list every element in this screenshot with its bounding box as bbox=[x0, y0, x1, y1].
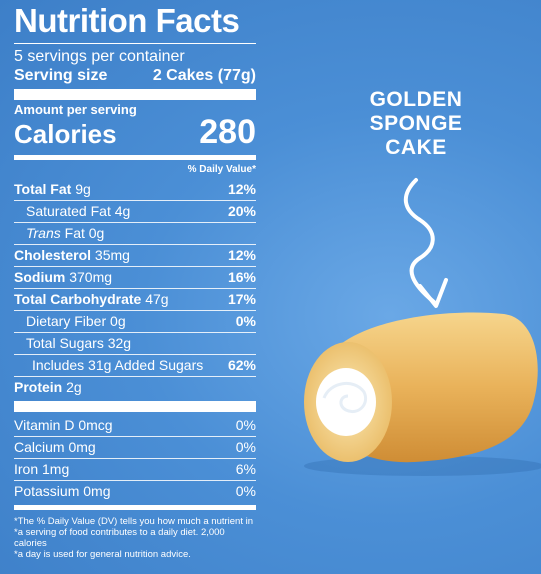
servings-per-container: 5 servings per container bbox=[14, 48, 185, 65]
calories-value: 280 bbox=[199, 113, 256, 151]
vitamin-row-potassium: Potassium 0mg 0% bbox=[14, 480, 256, 502]
golden-sponge-cake-callout: GOLDEN SPONGE CAKE bbox=[369, 88, 463, 159]
serving-size-label: Serving size bbox=[14, 67, 108, 84]
serving-size-value: 2 Cakes (77g) bbox=[152, 67, 256, 84]
divider bbox=[14, 43, 256, 44]
calories-label: Calories bbox=[14, 119, 117, 149]
nutrient-row-cholesterol: Cholesterol 35mg 12% bbox=[14, 244, 256, 266]
nutrient-row-saturated-fat: Saturated Fat 4g 20% bbox=[14, 200, 256, 222]
daily-value-header: % Daily Value* bbox=[187, 164, 256, 175]
nutrient-row-added-sugars: Includes 31g Added Sugars 62% bbox=[14, 354, 256, 376]
label-title: Nutrition Facts bbox=[14, 2, 240, 39]
divider-mid bbox=[14, 505, 256, 510]
divider-thick bbox=[14, 401, 256, 412]
nutrient-row-trans-fat: Trans Fat 0g bbox=[14, 222, 256, 244]
vitamin-row-iron: Iron 1mg 6% bbox=[14, 458, 256, 480]
nutrient-row-dietary-fiber: Dietary Fiber 0g 0% bbox=[14, 310, 256, 332]
serving-size-row: Serving size 2 Cakes (77g) bbox=[14, 66, 256, 86]
divider-thick bbox=[14, 89, 256, 100]
divider-mid bbox=[14, 155, 256, 160]
calories-row: Calories 280 bbox=[14, 113, 256, 152]
nutrient-row-sodium: Sodium 370mg 16% bbox=[14, 266, 256, 288]
squiggle-down-arrow-icon bbox=[404, 178, 448, 308]
sponge-cake-illustration bbox=[304, 312, 541, 476]
nutrient-row-total-carbohydrate: Total Carbohydrate 47g 17% bbox=[14, 288, 256, 310]
footnote: *The % Daily Value (DV) tells you how mu… bbox=[14, 516, 254, 560]
nutrient-row-total-fat: Total Fat 9g 12% bbox=[14, 181, 256, 197]
nutrient-row-total-sugars: Total Sugars 32g bbox=[14, 332, 256, 354]
nutrient-row-protein: Protein 2g bbox=[14, 376, 256, 398]
vitamin-row-vitamin-d: Vitamin D 0mcg 0% bbox=[14, 417, 256, 433]
amount-per-serving: Amount per serving bbox=[14, 102, 137, 117]
nutrition-facts-label: Nutrition Facts 5 servings per container… bbox=[14, 0, 256, 560]
vitamin-row-calcium: Calcium 0mg 0% bbox=[14, 436, 256, 458]
